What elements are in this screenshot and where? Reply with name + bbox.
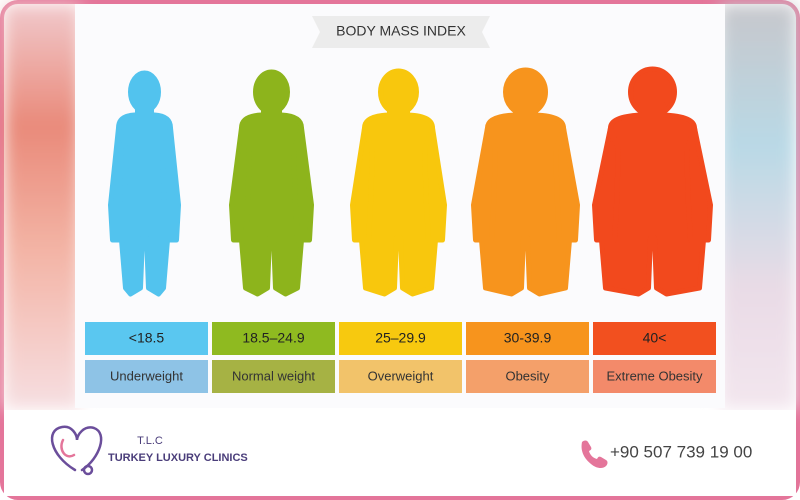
right-arm — [160, 125, 181, 243]
range-box — [339, 322, 462, 355]
category-label: Underweight — [110, 368, 183, 383]
range-box — [466, 322, 589, 355]
range-box — [593, 322, 716, 355]
phone-number[interactable]: +90 507 739 19 00 — [610, 442, 752, 461]
range-label: 30-39.9 — [504, 330, 552, 346]
category-label: Overweight — [368, 368, 434, 383]
category-label: Extreme Obesity — [606, 368, 703, 383]
left-arm — [471, 125, 498, 243]
torso — [116, 112, 173, 297]
left-arm — [592, 125, 621, 243]
figure — [592, 66, 713, 297]
label-box — [466, 360, 589, 393]
side-backgrounds — [4, 4, 796, 409]
range-label: 18.5–24.9 — [242, 330, 304, 346]
brand-name: TURKEY LUXURY CLINICS — [108, 452, 248, 464]
figure — [108, 70, 181, 297]
range-box — [212, 322, 335, 355]
label-box — [85, 360, 208, 393]
category-label: Obesity — [505, 368, 550, 383]
title: BODY MASS INDEX — [336, 23, 466, 39]
title-banner — [312, 16, 490, 48]
figures — [108, 66, 713, 297]
category-boxes: <18.5 Underweight 18.5–24.9 Normal weight 25… — [85, 322, 716, 393]
right-arm — [291, 125, 314, 243]
range-label: 40< — [643, 330, 667, 346]
right-arm — [422, 125, 447, 243]
left-arm — [350, 125, 375, 243]
category-label: Normal weight — [232, 368, 315, 383]
footer — [4, 410, 796, 496]
logo — [50, 425, 103, 476]
figure — [350, 68, 447, 297]
left-arm — [229, 125, 252, 243]
torso — [358, 112, 439, 297]
torso — [598, 112, 707, 297]
range-label: <18.5 — [129, 330, 165, 346]
figure — [229, 69, 314, 297]
torso — [478, 112, 573, 297]
label-box — [339, 360, 462, 393]
range-label: 25–29.9 — [375, 330, 426, 346]
left-arm — [108, 125, 129, 243]
label-box — [593, 360, 716, 393]
label-box — [212, 360, 335, 393]
range-box — [85, 322, 208, 355]
torso — [238, 112, 305, 297]
figure — [471, 67, 580, 297]
right-arm — [553, 125, 580, 243]
logo-initials: T.L.C — [137, 435, 163, 447]
right-arm — [684, 125, 713, 243]
phone-icon — [581, 440, 608, 469]
